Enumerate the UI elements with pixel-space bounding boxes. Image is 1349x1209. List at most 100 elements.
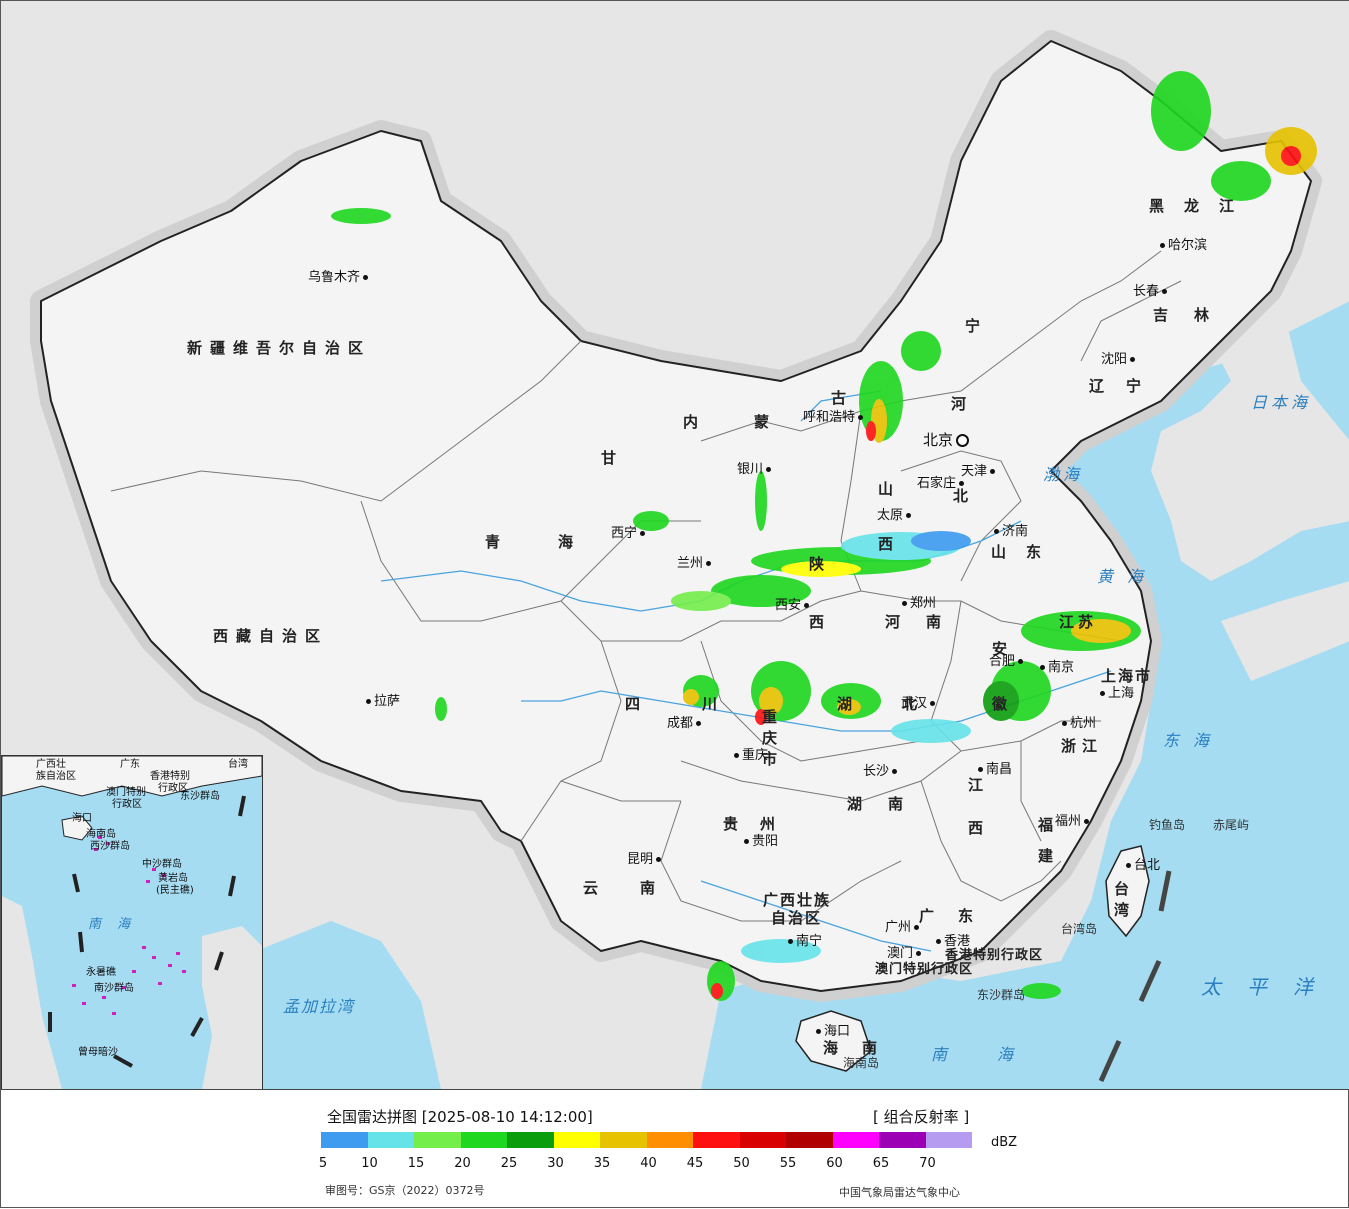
radar-echo [866, 421, 876, 441]
city-hangzhou[interactable]: 杭州 [1059, 717, 1096, 730]
city-changsha[interactable]: 长沙 [863, 765, 900, 778]
color-bar-tick-label: 50 [733, 1156, 750, 1171]
radar-echo [759, 687, 783, 715]
label-guizhou: 贵州 [723, 815, 798, 833]
city-chengdu[interactable]: 成都 [667, 717, 704, 730]
inset-sea-south: 南 海 [88, 917, 137, 932]
city-xining[interactable]: 西宁 [611, 527, 648, 540]
label-guangxi-1: 广西壮族 [763, 891, 832, 909]
city-guiyang[interactable]: 贵阳 [741, 835, 778, 848]
city-tianjin[interactable]: 天津 [961, 465, 998, 478]
label-zhejiang: 浙江 [1061, 737, 1104, 755]
inset-label-xisha: 西沙群岛 [90, 841, 130, 852]
city-kunming[interactable]: 昆明 [627, 853, 664, 866]
radar-echo [711, 575, 811, 607]
city-lanzhou[interactable]: 兰州 [677, 557, 714, 570]
inset-label-minzhu: (民主礁) [156, 885, 194, 896]
south-china-sea-inset: 广西壮 族自治区 广东 香港特别 行政区 澳门特别 行政区 台湾 海口 海南岛 … [1, 755, 263, 1089]
city-lhasa[interactable]: 拉萨 [363, 695, 400, 708]
city-shijiazhuang[interactable]: 石家庄 [917, 477, 967, 490]
city-fuzhou[interactable]: 福州 [1055, 815, 1092, 828]
city-hongkong[interactable]: 香港 [933, 935, 970, 948]
city-hohhot[interactable]: 呼和浩特 [803, 411, 866, 424]
inset-label-macau-2: 行政区 [112, 799, 142, 810]
inset-label-haikou: 海口 [72, 813, 92, 824]
color-bar-segment [925, 1132, 972, 1148]
inset-label-hk-1: 香港特别 [150, 771, 190, 782]
label-gansu: 甘 [601, 449, 625, 467]
label-henan: 河南 [885, 613, 968, 631]
island-hainan: 海南岛 [843, 1056, 880, 1070]
city-guangzhou[interactable]: 广州 [885, 921, 922, 934]
label-xi: 西 [809, 613, 833, 631]
legend-panel: 全国雷达拼图 [2025-08-10 14:12:00] [ 组合反射率 ] d… [1, 1090, 1349, 1209]
color-bar-tick-label: 30 [547, 1156, 564, 1171]
radar-echo [1021, 983, 1061, 999]
city-shenyang[interactable]: 沈阳 [1101, 353, 1138, 366]
label-taiwan: 台湾 [1112, 881, 1130, 923]
city-zhengzhou[interactable]: 郑州 [899, 597, 936, 610]
label-anhui: 安徽 [990, 641, 1008, 751]
color-bar-tick-label: 20 [454, 1156, 471, 1171]
color-bar-segment [507, 1132, 554, 1148]
city-taiyuan[interactable]: 太原 [877, 509, 914, 522]
radar-map[interactable]: 新疆维吾尔自治区 西藏自治区 青海 甘 内蒙 古 黑龙江 吉林 辽宁 河 北 山… [1, 1, 1349, 1090]
inset-label-nansha: 南沙群岛 [94, 983, 134, 994]
label-jiangsu: 江苏 [1059, 613, 1098, 631]
radar-echo [1281, 146, 1301, 166]
label-hk-sar: 香港特别行政区 [945, 948, 1044, 963]
color-bar-segment [786, 1132, 833, 1148]
city-shanghai[interactable]: 上海 [1097, 687, 1134, 700]
city-urumqi[interactable]: 乌鲁木齐 [308, 271, 371, 284]
inset-label-guangdong: 广东 [120, 759, 140, 770]
radar-echo [781, 561, 861, 577]
city-macau[interactable]: 澳门 [887, 947, 924, 960]
city-haikou[interactable]: 海口 [813, 1025, 850, 1038]
city-chongqing[interactable]: 重庆 [731, 749, 768, 762]
color-bar-tick-label: 40 [640, 1156, 657, 1171]
label-qinghai: 青海 [485, 533, 632, 551]
city-hefei[interactable]: 合肥 [989, 655, 1026, 668]
city-changchun[interactable]: 长春 [1133, 285, 1170, 298]
city-nanning[interactable]: 南宁 [785, 935, 822, 948]
color-bar-segment [321, 1132, 368, 1148]
label-hubei: 湖北 [837, 695, 968, 713]
city-beijing[interactable]: 北京 [923, 433, 972, 448]
island-diaoyu: 钓鱼岛 [1149, 818, 1186, 832]
color-bar-segment [414, 1132, 461, 1148]
color-bar-segment [460, 1132, 507, 1148]
city-harbin[interactable]: 哈尔滨 [1157, 239, 1207, 252]
city-taipei[interactable]: 台北 [1123, 859, 1160, 872]
inset-label-guangxi-2: 族自治区 [36, 771, 76, 782]
label-shandong: 山东 [991, 543, 1062, 561]
radar-echo [331, 208, 391, 224]
radar-echo [741, 939, 821, 963]
label-gu: 古 [831, 389, 855, 407]
sea-japan: 日本海 [1251, 393, 1312, 412]
color-bar [321, 1132, 972, 1148]
label-neimeng: 内蒙 [683, 413, 826, 431]
radar-echo [901, 331, 941, 371]
radar-echo [1071, 619, 1131, 643]
legend-title: 全国雷达拼图 [2025-08-10 14:12:00] [327, 1108, 593, 1126]
city-jinan[interactable]: 济南 [991, 525, 1028, 538]
city-xian[interactable]: 西安 [775, 599, 812, 612]
city-wuhan[interactable]: 武汉 [901, 697, 938, 710]
sea-bengal: 孟加拉湾 [283, 997, 356, 1016]
label-guangxi-2: 自治区 [771, 909, 823, 927]
color-bar-tick-label: 70 [919, 1156, 936, 1171]
city-yinchuan[interactable]: 银川 [737, 463, 774, 476]
color-bar-tick-label: 55 [779, 1156, 797, 1171]
city-nanjing[interactable]: 南京 [1037, 661, 1074, 674]
city-nanchang[interactable]: 南昌 [975, 763, 1012, 776]
color-bar-tick-label: 65 [872, 1156, 890, 1171]
color-bar-segment [739, 1132, 786, 1148]
inset-label-hk-2: 行政区 [158, 783, 188, 794]
inset-label-yongshu: 永暑礁 [86, 967, 116, 978]
island-chiwei: 赤尾屿 [1213, 818, 1250, 832]
color-bar-segment [832, 1132, 879, 1148]
color-bar-segment [693, 1132, 740, 1148]
radar-echo [633, 511, 669, 531]
label-macau-sar: 澳门特别行政区 [875, 962, 974, 977]
